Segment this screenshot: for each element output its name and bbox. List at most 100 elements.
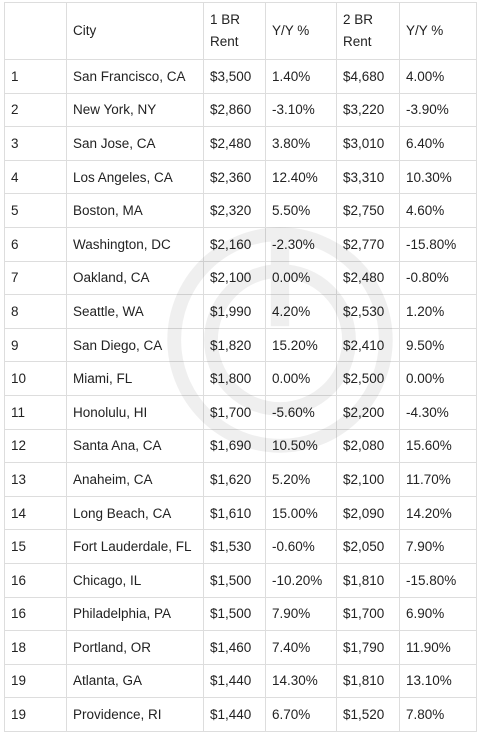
cell-1br-rent: $1,820 (203, 327, 266, 363)
cell-rank: 13 (4, 462, 67, 497)
header-1br-rent: 1 BR Rent (203, 2, 266, 60)
table-row: 15 Fort Lauderdale, FL $1,530 -0.60% $2,050 7… (4, 529, 477, 564)
cell-1br-rent: $2,100 (203, 260, 266, 296)
cell-rank: 3 (4, 126, 67, 161)
cell-2br-rent: $2,200 (336, 394, 400, 430)
cell-1br-rent: $2,160 (203, 226, 266, 262)
cell-1br-rent: $1,500 (203, 596, 266, 632)
table-row: 13 Anaheim, CA $1,620 5.20% $2,100 11.70% (4, 462, 477, 497)
table-row: 3 San Jose, CA $2,480 3.80% $3,010 6.40% (4, 126, 477, 161)
cell-2br-rent: $2,530 (336, 294, 400, 329)
cell-city: Providence, RI (66, 697, 204, 732)
cell-city: Philadelphia, PA (66, 596, 204, 632)
table-row: 8 Seattle, WA $1,990 4.20% $2,530 1.20% (4, 294, 477, 329)
cell-city: New York, NY (66, 92, 204, 128)
cell-1br-yoy: 1.40% (265, 59, 337, 94)
cell-2br-rent: $2,100 (336, 462, 400, 497)
cell-2br-yoy: -3.90% (399, 92, 477, 128)
cell-1br-yoy: 7.40% (265, 630, 337, 665)
cell-1br-rent: $2,360 (203, 159, 266, 195)
cell-2br-yoy: 6.40% (399, 126, 477, 161)
cell-1br-rent: $1,440 (203, 697, 266, 732)
table-row: 7 Oakland, CA $2,100 0.00% $2,480 -0.80% (4, 260, 477, 296)
cell-1br-yoy: 12.40% (265, 159, 337, 195)
table-row: 6 Washington, DC $2,160 -2.30% $2,770 -15.80% (4, 226, 477, 262)
cell-rank: 16 (4, 596, 67, 632)
header-2br-rent: 2 BR Rent (336, 2, 400, 60)
cell-2br-yoy: 11.90% (399, 630, 477, 665)
cell-1br-yoy: 0.00% (265, 361, 337, 396)
cell-2br-rent: $1,810 (336, 663, 400, 699)
cell-2br-rent: $1,520 (336, 697, 400, 732)
cell-rank: 10 (4, 361, 67, 396)
rent-table-container: City 1 BR Rent Y/Y % 2 BR Rent Y/Y % 1 Sa… (4, 2, 477, 732)
table-row: 19 Providence, RI $1,440 6.70% $1,520 7.80% (4, 697, 477, 732)
cell-2br-yoy: 7.80% (399, 697, 477, 732)
table-row: 12 Santa Ana, CA $1,690 10.50% $2,080 15.60% (4, 428, 477, 464)
cell-2br-yoy: 6.90% (399, 596, 477, 632)
cell-1br-yoy: -5.60% (265, 394, 337, 430)
cell-city: Seattle, WA (66, 294, 204, 329)
table-body: 1 San Francisco, CA $3,500 1.40% $4,680 4.00%… (4, 59, 477, 732)
cell-city: Honolulu, HI (66, 394, 204, 430)
cell-1br-yoy: 6.70% (265, 697, 337, 732)
cell-1br-rent: $2,860 (203, 92, 266, 128)
header-1br-yoy: Y/Y % (265, 2, 337, 60)
cell-2br-rent: $2,080 (336, 428, 400, 464)
cell-1br-rent: $1,690 (203, 428, 266, 464)
cell-2br-rent: $1,790 (336, 630, 400, 665)
cell-rank: 16 (4, 562, 67, 598)
cell-2br-yoy: 11.70% (399, 462, 477, 497)
cell-rank: 9 (4, 327, 67, 363)
table-row: 11 Honolulu, HI $1,700 -5.60% $2,200 -4.30% (4, 394, 477, 430)
cell-1br-yoy: 0.00% (265, 260, 337, 296)
table-row: 18 Portland, OR $1,460 7.40% $1,790 11.90% (4, 630, 477, 665)
cell-2br-yoy: 9.50% (399, 327, 477, 363)
cell-1br-yoy: 15.00% (265, 495, 337, 531)
cell-rank: 4 (4, 159, 67, 195)
header-2br-yoy: Y/Y % (399, 2, 477, 60)
cell-1br-yoy: -2.30% (265, 226, 337, 262)
cell-1br-rent: $1,800 (203, 361, 266, 396)
cell-2br-rent: $1,810 (336, 562, 400, 598)
cell-rank: 5 (4, 193, 67, 228)
cell-1br-yoy: 14.30% (265, 663, 337, 699)
cell-2br-rent: $2,090 (336, 495, 400, 531)
cell-1br-rent: $1,620 (203, 462, 266, 497)
cell-1br-rent: $1,990 (203, 294, 266, 329)
cell-1br-rent: $3,500 (203, 59, 266, 94)
cell-rank: 11 (4, 394, 67, 430)
cell-2br-yoy: -4.30% (399, 394, 477, 430)
cell-2br-yoy: 7.90% (399, 529, 477, 564)
cell-rank: 12 (4, 428, 67, 464)
cell-city: Atlanta, GA (66, 663, 204, 699)
cell-rank: 1 (4, 59, 67, 94)
table-row: 2 New York, NY $2,860 -3.10% $3,220 -3.90% (4, 92, 477, 128)
cell-2br-rent: $2,480 (336, 260, 400, 296)
table-row: 16 Chicago, IL $1,500 -10.20% $1,810 -15.80% (4, 562, 477, 598)
cell-2br-rent: $3,310 (336, 159, 400, 195)
header-city: City (66, 2, 204, 60)
cell-2br-yoy: 4.60% (399, 193, 477, 228)
cell-2br-yoy: 10.30% (399, 159, 477, 195)
table-row: 5 Boston, MA $2,320 5.50% $2,750 4.60% (4, 193, 477, 228)
cell-2br-rent: $2,770 (336, 226, 400, 262)
cell-city: Washington, DC (66, 226, 204, 262)
cell-2br-yoy: 1.20% (399, 294, 477, 329)
rent-table: City 1 BR Rent Y/Y % 2 BR Rent Y/Y % 1 Sa… (4, 2, 477, 732)
cell-1br-yoy: 5.20% (265, 462, 337, 497)
cell-city: Long Beach, CA (66, 495, 204, 531)
cell-2br-rent: $2,750 (336, 193, 400, 228)
cell-rank: 18 (4, 630, 67, 665)
cell-2br-yoy: 0.00% (399, 361, 477, 396)
cell-rank: 2 (4, 92, 67, 128)
cell-2br-rent: $3,220 (336, 92, 400, 128)
cell-city: Miami, FL (66, 361, 204, 396)
table-row: 10 Miami, FL $1,800 0.00% $2,500 0.00% (4, 361, 477, 396)
cell-2br-rent: $4,680 (336, 59, 400, 94)
cell-city: Chicago, IL (66, 562, 204, 598)
cell-rank: 19 (4, 663, 67, 699)
cell-1br-rent: $1,530 (203, 529, 266, 564)
header-rank (4, 2, 67, 60)
cell-rank: 19 (4, 697, 67, 732)
